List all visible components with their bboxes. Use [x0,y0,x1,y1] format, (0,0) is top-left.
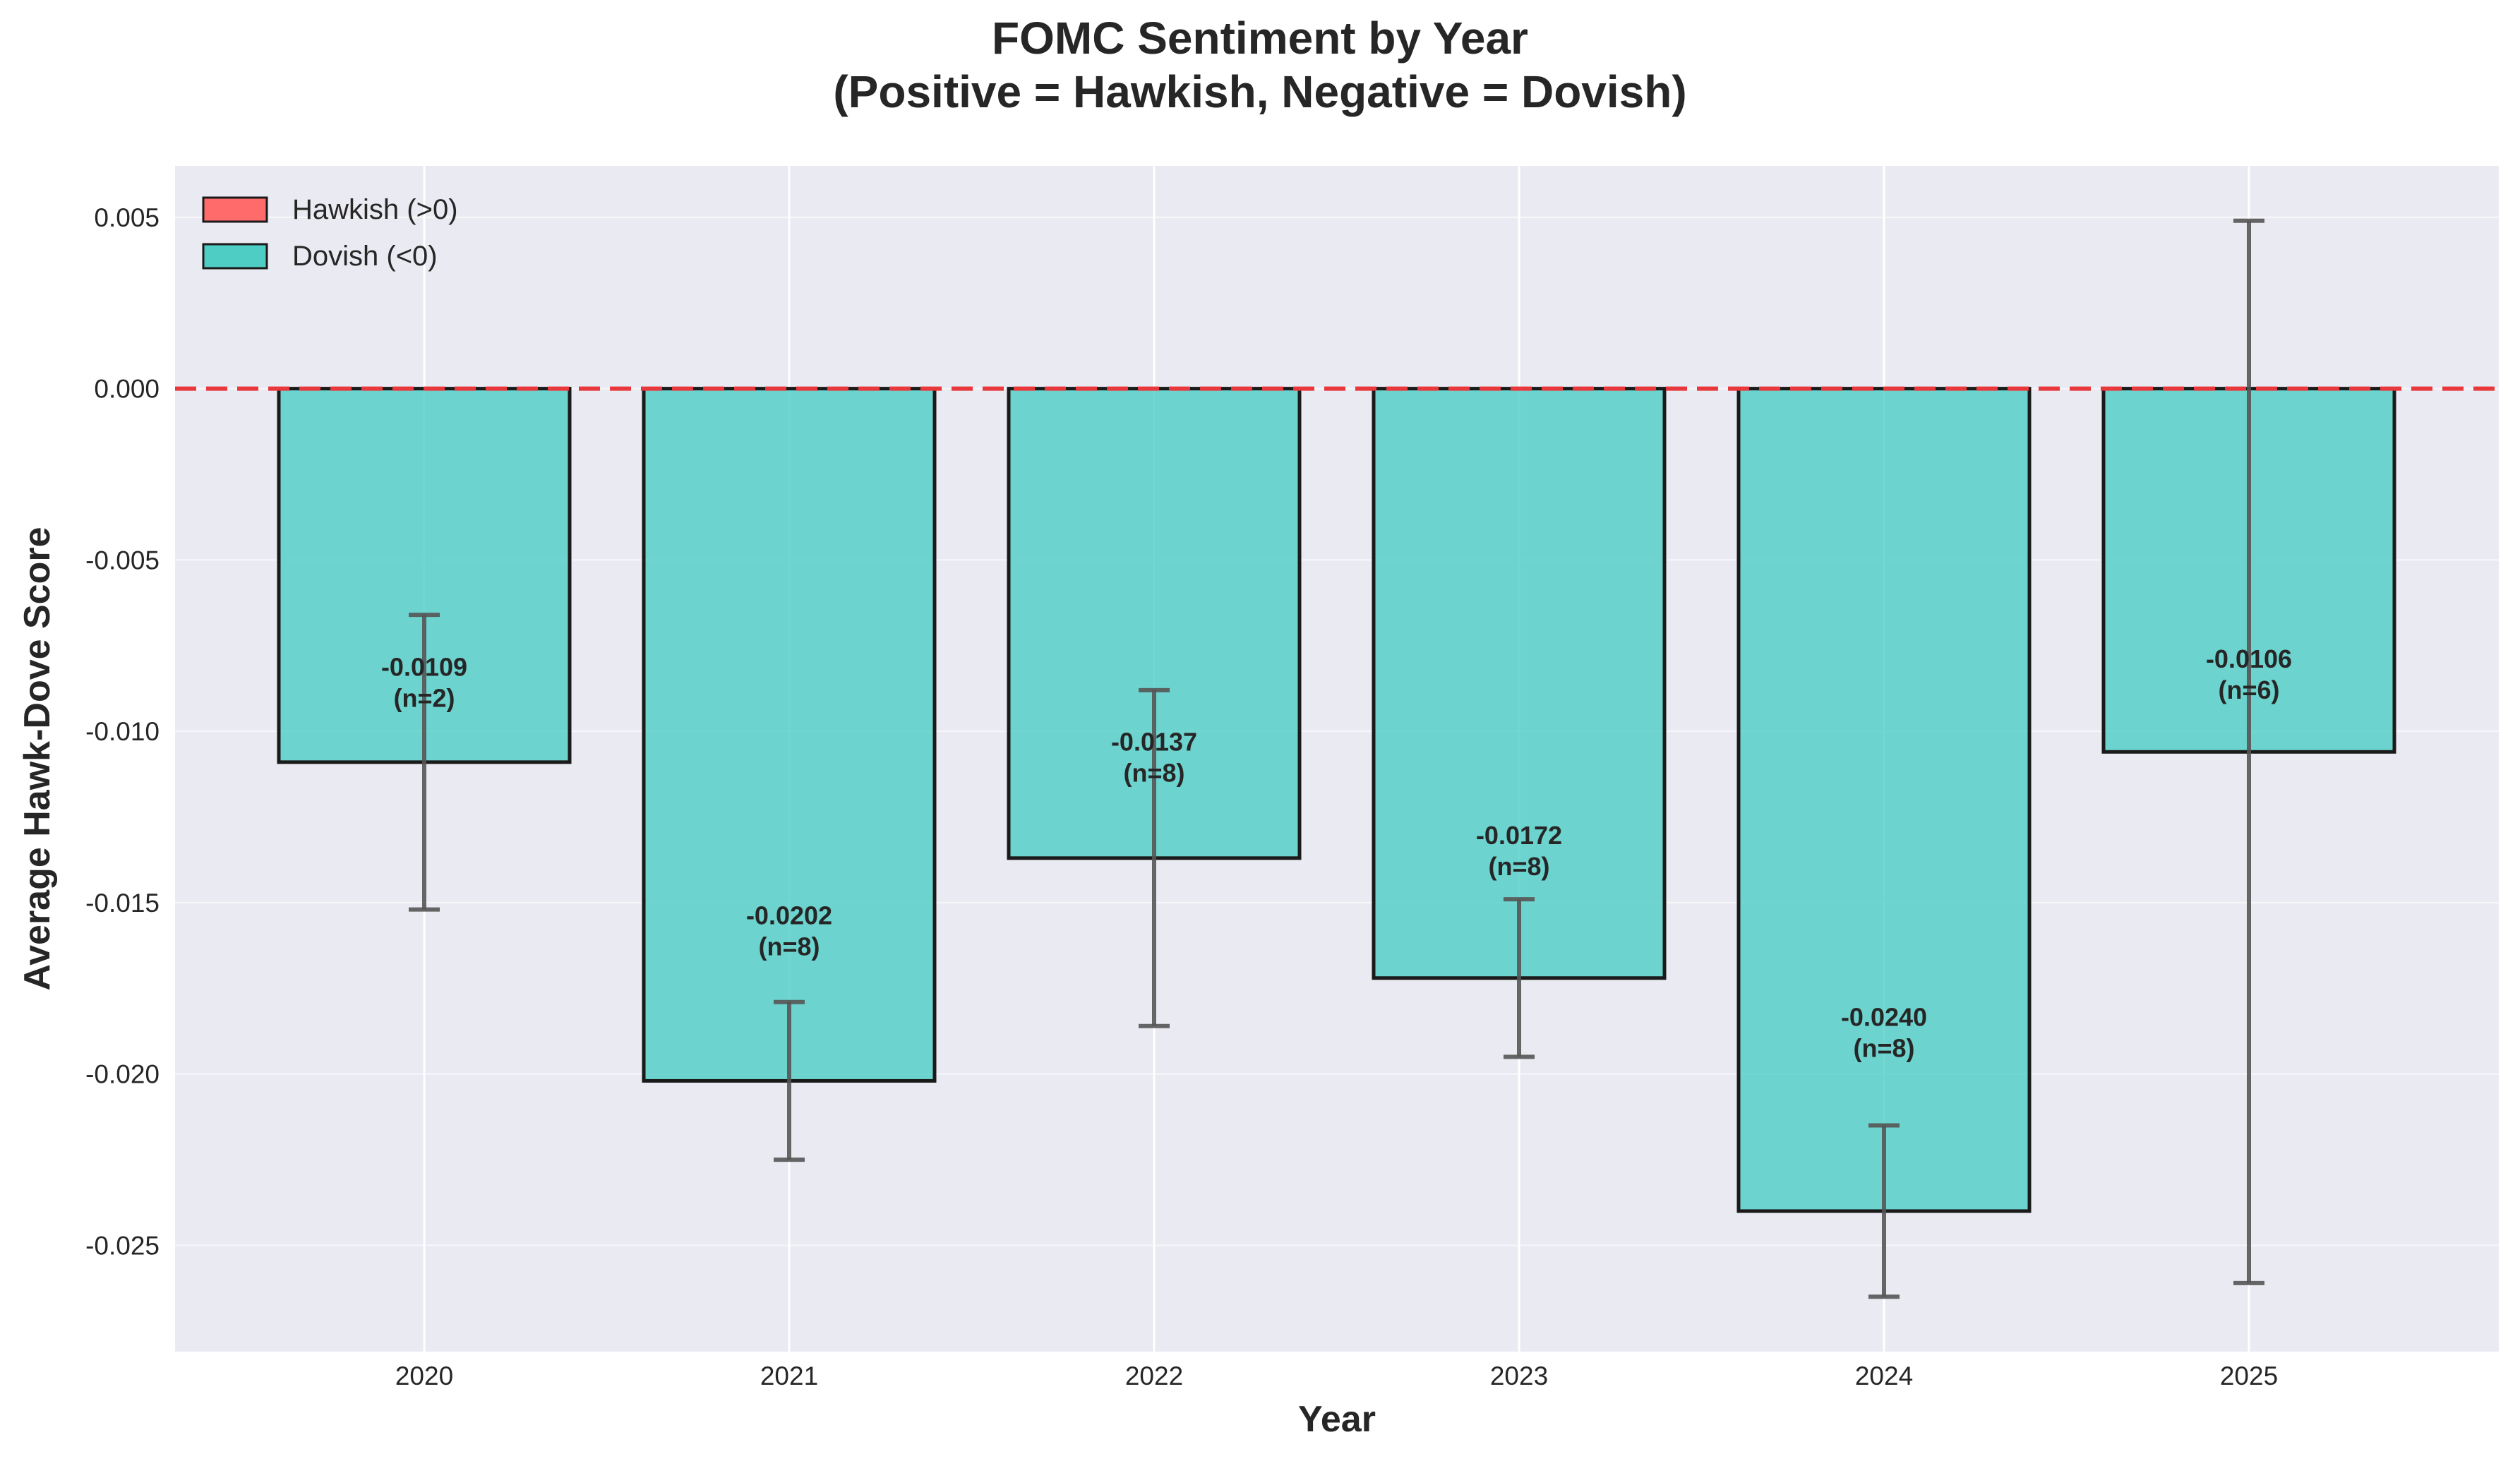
y-axis-label: Average Hawk-Dove Score [17,527,58,990]
x-tick-label: 2023 [1490,1361,1548,1390]
y-tick-label: 0.005 [94,203,160,232]
legend-swatch-hawkish [202,196,268,223]
x-tick-label: 2021 [760,1361,818,1390]
x-tick-label: 2022 [1125,1361,1183,1390]
y-tick-labels: 0.005 0.000 -0.005 -0.010 -0.015 -0.020 -0.025 [85,203,160,1261]
x-tick-labels: 2020 2021 2022 2023 2024 2025 [395,1361,2278,1390]
error-bar-2021 [774,999,805,1162]
count-label-2023: (n=8) [1488,852,1549,881]
y-tick-label: -0.005 [85,546,160,575]
legend-swatch-dovish [202,243,268,270]
x-tick-label: 2024 [1855,1361,1913,1390]
error-bar-2023 [1504,897,1535,1059]
y-tick-label: 0.000 [94,375,160,404]
y-tick-label: -0.010 [85,717,160,746]
value-label-2023: -0.0172 [1476,821,1562,850]
error-bar-2025 [2233,218,2264,1285]
chart-title: FOMC Sentiment by Year [992,13,1528,64]
data-labels: -0.0109(n=2)-0.0202(n=8)-0.0137(n=8)-0.0… [381,644,2292,1062]
error-bar-2022 [1139,687,1170,1028]
x-tick-label: 2020 [395,1361,453,1390]
count-label-2020: (n=2) [393,683,455,712]
error-bar-2020 [409,613,440,912]
value-label-2025: -0.0106 [2206,644,2292,673]
y-tick-label: -0.025 [85,1231,160,1260]
value-label-2022: -0.0137 [1111,727,1197,756]
x-axis-label: Year [1298,1399,1376,1440]
legend-label-hawkish: Hawkish (>0) [292,194,458,225]
count-label-2025: (n=6) [2218,675,2279,704]
bar-2021 [642,387,937,1083]
count-label-2024: (n=8) [1853,1034,1914,1063]
x-tick-label: 2025 [2220,1361,2278,1390]
value-label-2021: -0.0202 [746,901,832,930]
value-label-2024: -0.0240 [1841,1003,1927,1032]
bar-2023 [1372,387,1667,980]
value-label-2020: -0.0109 [381,652,467,681]
chart-subtitle: (Positive = Hawkish, Negative = Dovish) [833,66,1686,117]
legend: Hawkish (>0) Dovish (<0) [202,194,458,272]
error-bars [409,218,2264,1299]
count-label-2022: (n=8) [1123,758,1184,787]
bar-2024 [1736,387,2032,1213]
legend-label-dovish: Dovish (<0) [292,241,438,272]
count-label-2021: (n=8) [758,932,820,961]
error-bar-2024 [1868,1123,1900,1299]
y-tick-label: -0.020 [85,1060,160,1089]
y-tick-label: -0.015 [85,889,160,918]
